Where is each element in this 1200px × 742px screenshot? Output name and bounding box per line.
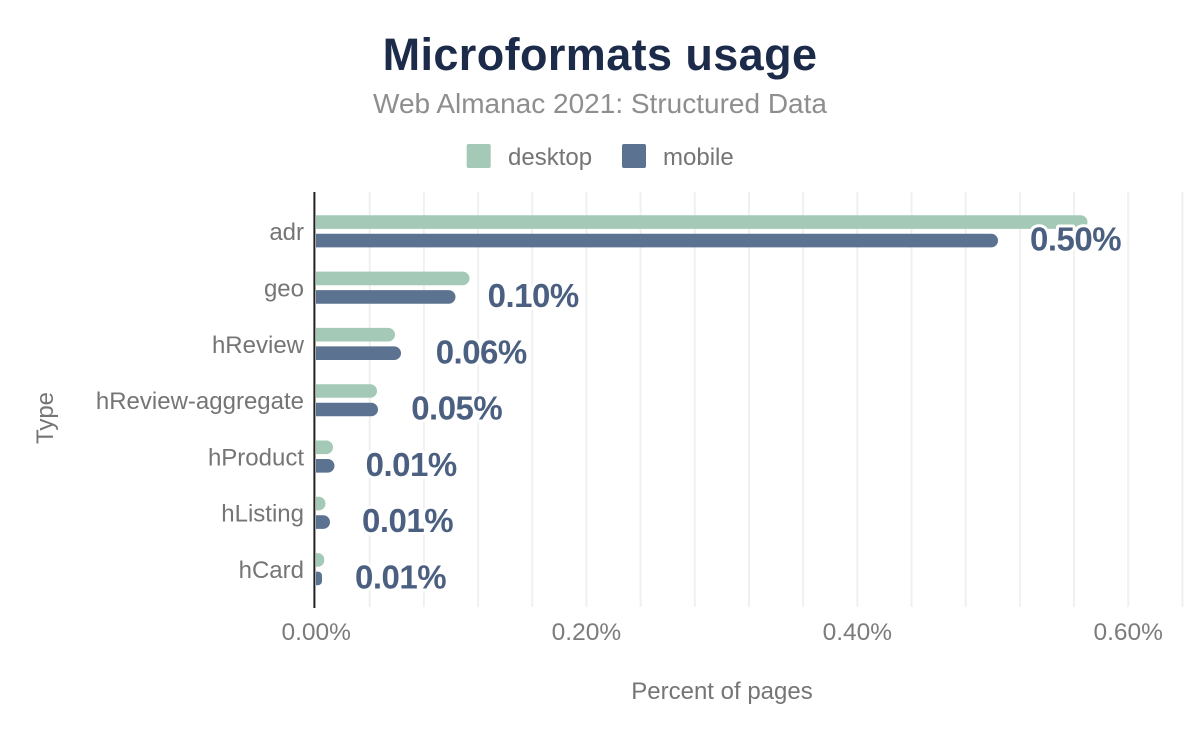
svg-text:Microformats usage: Microformats usage xyxy=(383,29,818,80)
svg-text:hListing: hListing xyxy=(221,501,304,528)
svg-text:hReview: hReview xyxy=(212,332,305,359)
svg-text:geo: geo xyxy=(264,276,304,303)
svg-text:adr: adr xyxy=(269,219,304,246)
svg-text:0.40%: 0.40% xyxy=(823,619,892,646)
svg-text:Percent of pages: Percent of pages xyxy=(631,678,812,705)
svg-text:0.20%: 0.20% xyxy=(552,619,621,646)
svg-text:Web Almanac 2021: Structured D: Web Almanac 2021: Structured Data xyxy=(373,88,827,119)
svg-text:hReview-aggregate: hReview-aggregate xyxy=(96,388,304,415)
svg-text:0.10%: 0.10% xyxy=(488,277,579,314)
svg-text:0.60%: 0.60% xyxy=(1093,619,1162,646)
svg-text:hCard: hCard xyxy=(239,557,304,584)
svg-text:Type: Type xyxy=(32,392,59,444)
svg-text:0.01%: 0.01% xyxy=(366,446,457,483)
svg-text:0.01%: 0.01% xyxy=(362,502,453,539)
svg-text:0.50%: 0.50% xyxy=(1030,221,1121,258)
svg-text:desktop: desktop xyxy=(508,144,592,171)
svg-text:0.06%: 0.06% xyxy=(436,333,527,370)
svg-text:0.00%: 0.00% xyxy=(281,619,350,646)
svg-text:mobile: mobile xyxy=(663,144,734,171)
svg-text:0.05%: 0.05% xyxy=(411,390,502,427)
svg-text:0.01%: 0.01% xyxy=(355,559,446,596)
svg-text:hProduct: hProduct xyxy=(208,444,304,471)
